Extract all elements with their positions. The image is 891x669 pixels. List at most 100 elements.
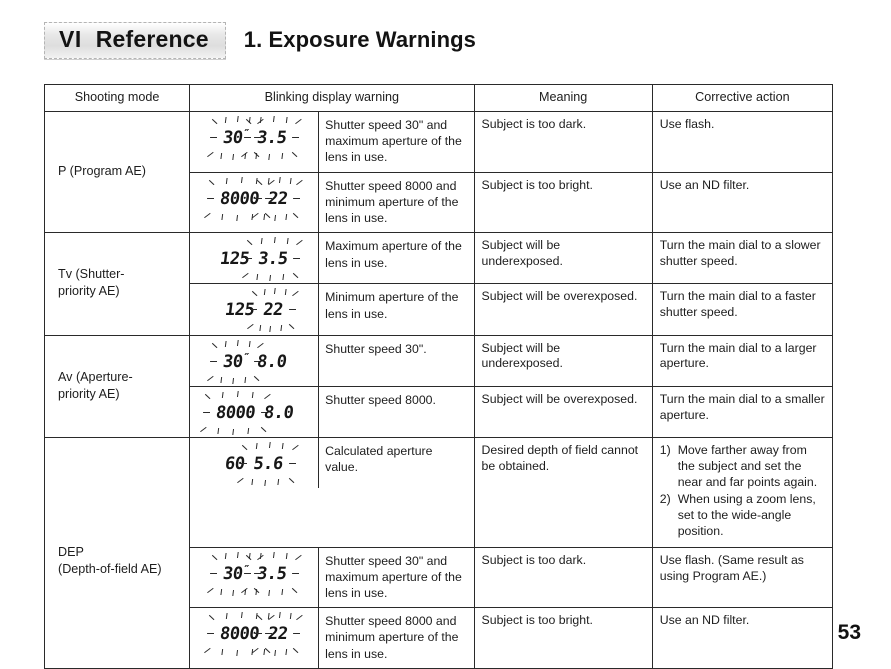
chapter-label: Reference <box>95 25 209 52</box>
table-row: 30″ 3.5 Shutter speed 30" and maximum aper… <box>45 546 834 609</box>
blinking-warning-cell: 60 5.6 Calculated aperture value. <box>189 436 475 548</box>
lcd-aperture-value: 8.0 <box>255 351 288 372</box>
lcd-slot: 125 3.5 <box>190 233 318 283</box>
corrective-action-cell: Turn the main dial to a slower shutter s… <box>651 232 834 285</box>
table-row: DEP (Depth-of-field AE) 60 5.6 Calculated ap… <box>43 436 834 669</box>
lcd-display: 60 5.6 <box>211 444 299 484</box>
warning-description: Maximum aperture of the lens in use. <box>318 233 473 284</box>
lcd-slot: 60 5.6 <box>190 438 318 488</box>
lcd-display: 30″ 3.5 <box>206 554 302 594</box>
warning-description: Shutter speed 8000 and minimum aperture … <box>318 172 473 233</box>
column-header-blinking-warning: Blinking display warning <box>189 84 475 112</box>
lcd-slot: 8000 22 <box>190 173 318 223</box>
shooting-mode-cell: Av (Aperture-priority AE) <box>43 334 191 438</box>
table-row: P (Program AE) 30″ 3.5 Shutter speed 30" an… <box>43 110 834 234</box>
list-item-text: When using a zoom lens, set to the wide-… <box>677 491 816 538</box>
table-row: Tv (Shutter-priority AE) 125 3.5 Maximum ap… <box>43 232 834 336</box>
shooting-mode-cell: DEP (Depth-of-field AE) <box>43 436 191 669</box>
corrective-action-cell: Turn the main dial to a larger aperture. <box>651 334 834 387</box>
lcd-shutter-speed: 30″ <box>206 554 264 593</box>
lcd-display: 8000 22 <box>204 614 304 654</box>
list-item-number: 2) <box>659 491 671 506</box>
blinking-warning-cell: 125 22 Minimum aperture of the lens in use… <box>189 283 475 336</box>
lcd-display: 8000 22 <box>204 179 304 219</box>
lcd-shutter-speed: 125 <box>224 300 256 321</box>
warning-description: Shutter speed 8000. <box>318 386 473 437</box>
lcd-display: 30″ 8.0 <box>206 342 300 382</box>
lcd-shutter-speed: 8000 <box>199 393 271 432</box>
warning-description: Shutter speed 30". <box>318 335 473 386</box>
page-header: VI Reference 1. Exposure Warnings <box>44 18 844 62</box>
lcd-shutter-speed: 125 <box>219 249 251 270</box>
table-body: P (Program AE) 30″ 3.5 Shutter speed 30" an… <box>43 110 834 669</box>
lcd-display: 125 22 <box>211 290 299 330</box>
lcd-aperture-value: 8.0 <box>262 402 294 423</box>
blinking-warning-cell: 30″ 3.5 Shutter speed 30" and maximum aper… <box>189 546 475 609</box>
lcd-aperture-value: 3.5 <box>242 240 304 279</box>
table-row: 8000 8.0 Shutter speed 8000. Subject will b… <box>45 385 834 438</box>
shooting-mode-cell: Tv (Shutter-priority AE) <box>43 232 191 336</box>
column-header-meaning: Meaning <box>473 84 653 112</box>
table-row: 125 22 Minimum aperture of the lens in use… <box>45 283 834 336</box>
column-header-corrective-action: Corrective action <box>651 84 834 112</box>
list-item: 1) Move farther away from the subject and… <box>660 443 825 491</box>
lcd-shutter-speed: 30″ <box>206 342 264 381</box>
meaning-cell: Subject will be underexposed. <box>473 334 653 387</box>
meaning-cell: Subject will be underexposed. <box>473 232 653 285</box>
lcd-shutter-speed: 30″ <box>206 118 264 158</box>
blinking-warning-cell: 30″ 8.0 Shutter speed 30". <box>189 334 475 387</box>
lcd-slot: 8000 8.0 <box>190 387 318 437</box>
lcd-aperture-value: 22 <box>252 179 304 218</box>
blinking-warning-cell: 30″ 3.5 Shutter speed 30" and maximum aper… <box>189 111 475 173</box>
warning-description: Shutter speed 30" and maximum aperture o… <box>318 547 473 608</box>
warning-description: Minimum aperture of the lens in use. <box>318 284 473 335</box>
lcd-shutter-speed: 8000 <box>204 179 276 218</box>
column-header-shooting-mode: Shooting mode <box>43 84 191 112</box>
corrective-action-cell: Use flash. <box>651 111 834 173</box>
lcd-slot: 30″ 3.5 <box>190 548 318 598</box>
table-header-row: Shooting mode Blinking display warning M… <box>43 84 834 112</box>
list-item-number: 1) <box>659 442 671 457</box>
table-row: 8000 22 Shutter speed 8000 and minimum ape… <box>45 171 834 234</box>
meaning-cell: Desired depth of field cannot be obtaine… <box>473 436 653 548</box>
warning-description: Shutter speed 30" and maximum aperture o… <box>318 112 473 172</box>
lcd-slot: 30″ 3.5 <box>190 112 318 162</box>
lcd-aperture-value: 22 <box>252 615 304 654</box>
meaning-cell: Subject is too bright. <box>473 171 653 234</box>
corrective-action-list: 1) Move farther away from the subject and… <box>660 443 825 540</box>
corrective-action-cell: Use flash. (Same result as using Program… <box>651 546 834 609</box>
warning-description: Shutter speed 8000 and minimum aperture … <box>318 608 473 668</box>
corrective-action-cell: Turn the main dial to a faster shutter s… <box>651 283 834 336</box>
list-item-text: Move farther away from the subject and s… <box>677 442 818 489</box>
meaning-cell: Subject will be overexposed. <box>473 385 653 438</box>
lcd-shutter-speed: 8000 <box>204 615 276 654</box>
meaning-cell: Subject is too dark. <box>473 111 653 173</box>
lcd-display: 8000 8.0 <box>199 393 307 433</box>
meaning-cell: Subject is too bright. <box>473 607 653 669</box>
lcd-slot: 8000 22 <box>190 608 318 658</box>
corrective-action-cell: 1) Move farther away from the subject and… <box>651 436 834 548</box>
shooting-mode-cell: P (Program AE) <box>43 110 191 234</box>
lcd-shutter-speed: 60 <box>224 453 247 474</box>
table-row: Av (Aperture-priority AE) 30″ 8.0 Shutter s… <box>43 334 834 438</box>
chapter-number: VI <box>59 25 82 52</box>
lcd-aperture-value: 5.6 <box>237 444 299 483</box>
blinking-warning-cell: 8000 8.0 Shutter speed 8000. <box>189 385 475 438</box>
blinking-warning-cell: 125 3.5 Maximum aperture of the lens in us… <box>189 232 475 285</box>
meaning-cell: Subject is too dark. <box>473 546 653 609</box>
page-title: 1. Exposure Warnings <box>243 27 477 52</box>
meaning-cell: Subject will be overexposed. <box>473 283 653 336</box>
lcd-aperture-value: 22 <box>247 291 299 330</box>
lcd-display: 30″ 3.5 <box>206 118 302 158</box>
list-item: 2) When using a zoom lens, set to the wid… <box>660 492 825 540</box>
lcd-slot: 125 22 <box>190 284 318 334</box>
lcd-display: 125 3.5 <box>206 239 304 279</box>
corrective-action-cell: Use an ND filter. <box>651 607 834 669</box>
exposure-warnings-table: Shooting mode Blinking display warning M… <box>43 84 834 669</box>
lcd-aperture-value: 3.5 <box>240 118 302 158</box>
blinking-warning-cell: 8000 22 Shutter speed 8000 and minimum ape… <box>189 607 475 669</box>
corrective-action-cell: Use an ND filter. <box>651 171 834 234</box>
lcd-slot: 30″ 8.0 <box>190 336 318 386</box>
warning-description: Calculated aperture value. <box>318 437 473 488</box>
chapter-tag: VI Reference <box>44 21 226 59</box>
